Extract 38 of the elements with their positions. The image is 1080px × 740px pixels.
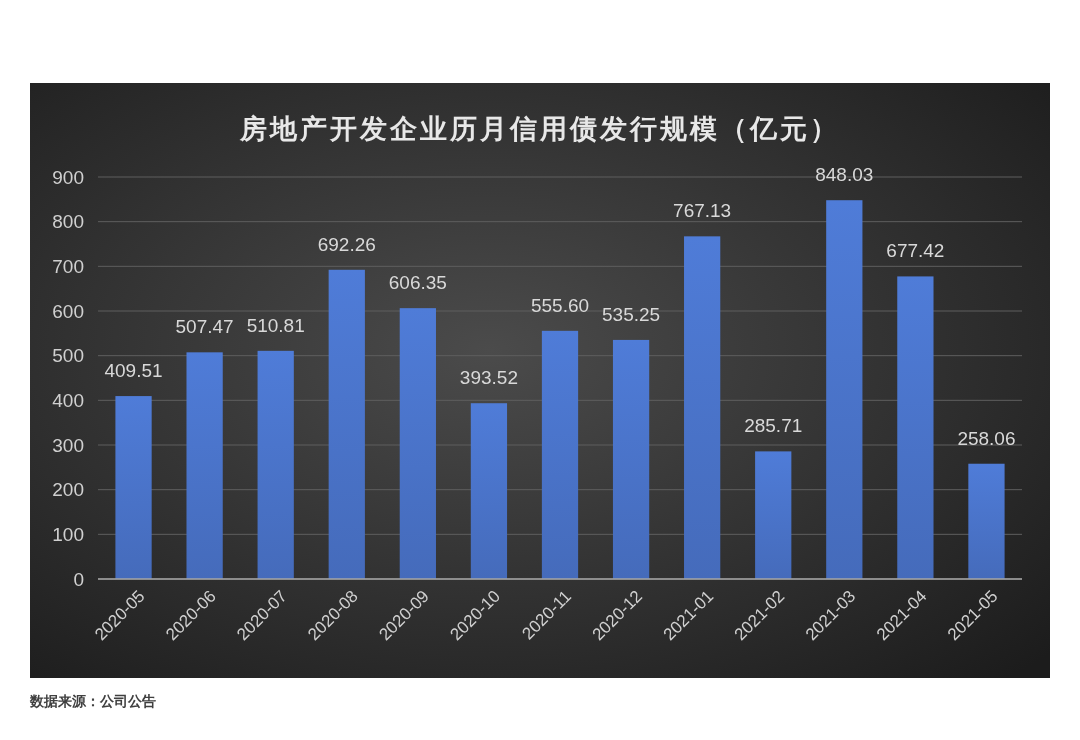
bar [115, 396, 152, 579]
y-tick-label: 700 [52, 255, 84, 277]
data-label: 767.13 [673, 200, 732, 222]
y-tick-label: 400 [52, 389, 84, 411]
data-label: 606.35 [388, 272, 447, 294]
y-tick-label: 900 [52, 166, 84, 188]
bar [257, 350, 294, 579]
bar [328, 269, 365, 579]
data-label: 848.03 [815, 164, 874, 186]
bar [684, 236, 721, 579]
bar [541, 330, 579, 579]
data-label: 692.26 [317, 233, 376, 255]
bar [186, 352, 223, 579]
y-tick-label: 800 [52, 211, 84, 233]
bar [470, 403, 508, 579]
data-label: 393.52 [459, 367, 518, 389]
bar [897, 276, 934, 579]
y-tick-label: 200 [52, 479, 84, 501]
y-tick-label: 300 [52, 434, 84, 456]
data-label: 258.06 [957, 427, 1016, 449]
y-tick-label: 0 [73, 568, 84, 590]
bar [968, 463, 1005, 579]
data-label: 510.81 [246, 314, 305, 336]
y-tick-label: 600 [52, 300, 84, 322]
source-note: 数据来源：公司公告 [29, 692, 156, 709]
chart-title: 房地产开发企业历月信用债发行规模（亿元） [239, 113, 840, 145]
bar [612, 339, 650, 579]
data-label: 507.47 [175, 316, 234, 338]
data-label: 555.60 [530, 294, 590, 316]
bar [755, 451, 792, 579]
y-tick-label: 100 [52, 523, 84, 545]
bar [399, 308, 436, 579]
y-tick-label: 500 [52, 345, 84, 367]
bar [826, 200, 863, 579]
data-label: 535.25 [602, 303, 661, 325]
data-label: 285.71 [744, 415, 803, 437]
data-label: 677.42 [886, 240, 945, 262]
data-label: 409.51 [104, 360, 163, 382]
